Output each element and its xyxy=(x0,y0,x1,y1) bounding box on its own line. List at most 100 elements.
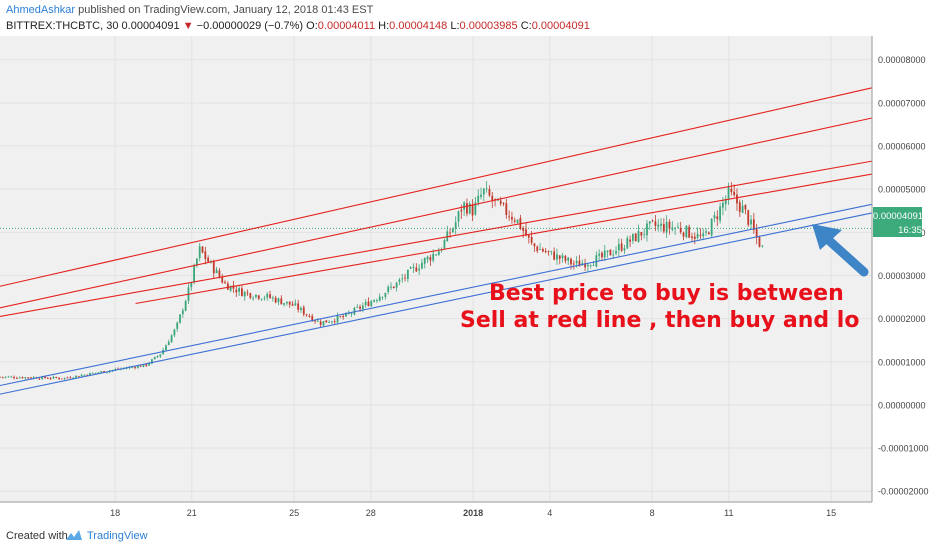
candle-body xyxy=(58,377,60,379)
candle-body xyxy=(547,250,550,252)
red-trend-line[interactable] xyxy=(0,117,873,309)
y-tick-label: -0.00001000 xyxy=(878,444,929,454)
candle-body xyxy=(626,238,629,249)
y-tick-label: 0.00002000 xyxy=(878,314,926,324)
tradingview-logo-icon[interactable] xyxy=(65,529,83,541)
x-gridlines xyxy=(114,36,832,502)
candle-body xyxy=(550,250,553,252)
candle-body xyxy=(733,191,736,196)
candle-body xyxy=(755,228,758,238)
candle-body xyxy=(674,228,676,230)
candle-body xyxy=(601,252,603,258)
candle-body xyxy=(77,376,80,377)
candle-body xyxy=(41,376,44,380)
candle-body xyxy=(0,376,1,378)
candle-body xyxy=(156,356,159,358)
blue-trend-line[interactable] xyxy=(0,203,873,387)
candle-body xyxy=(482,188,485,195)
candle-body xyxy=(38,378,41,380)
candle-body xyxy=(49,378,52,380)
candle-body xyxy=(181,310,184,315)
red-trend-line[interactable] xyxy=(0,87,873,287)
candle-body xyxy=(136,365,139,369)
candle-body xyxy=(15,378,18,379)
candle-body xyxy=(196,258,198,266)
candle-body xyxy=(471,204,474,216)
x-tick-label: 11 xyxy=(724,508,733,518)
candle-body xyxy=(179,314,181,323)
candle-body xyxy=(361,305,364,310)
candle-body xyxy=(730,188,733,192)
price-chart[interactable]: 0.00008000 0.00007000 0.00006000 0.00005000… xyxy=(0,0,932,522)
candle-body xyxy=(758,237,761,247)
candle-body xyxy=(606,250,609,252)
candle-body xyxy=(722,202,724,208)
candle-body xyxy=(623,248,626,251)
candle-body xyxy=(750,219,752,225)
symbol: BITTREX:THCBTC, 30 xyxy=(6,20,119,32)
candle-body xyxy=(381,296,384,298)
candle-body xyxy=(103,371,105,373)
candle-body xyxy=(153,356,156,360)
candle-body xyxy=(274,297,277,303)
low-value: 0.00003985 xyxy=(459,20,518,32)
trend-lines[interactable] xyxy=(0,87,873,395)
footer: Created with TradingView xyxy=(0,522,932,550)
candle-body xyxy=(226,283,229,290)
candle-body xyxy=(398,279,401,282)
candle-body xyxy=(617,244,620,251)
candle-body xyxy=(738,202,741,212)
candle-body xyxy=(221,276,224,283)
price-badge-bg xyxy=(873,207,922,237)
candle-body xyxy=(347,313,350,315)
candle-body xyxy=(142,364,145,367)
candle-body xyxy=(586,264,589,267)
symbol-line: BITTREX:THCBTC, 30 0.00004091 ▼ −0.00000… xyxy=(6,20,590,32)
candle-body xyxy=(319,321,322,325)
blue-trend-line[interactable] xyxy=(0,212,873,395)
candle-body xyxy=(345,313,347,317)
candle-body xyxy=(423,258,426,264)
candle-body xyxy=(392,286,395,288)
candle-body xyxy=(491,195,494,201)
candle-body xyxy=(747,210,750,225)
candle-body xyxy=(308,315,311,317)
candle-body xyxy=(356,307,359,308)
candle-body xyxy=(46,378,49,379)
candle-body xyxy=(255,294,257,298)
publish-info: published on TradingView.com, January 12… xyxy=(75,4,374,16)
candle-body xyxy=(421,262,423,269)
candle-body xyxy=(215,269,218,274)
candle-body xyxy=(558,255,561,259)
candle-body xyxy=(589,265,592,267)
price-axis-background[interactable] xyxy=(872,36,932,522)
red-trend-line[interactable] xyxy=(135,173,873,305)
tradingview-brand[interactable]: TradingView xyxy=(87,530,148,542)
low-label: L: xyxy=(450,20,460,32)
red-trend-line[interactable] xyxy=(0,160,873,318)
candle-body xyxy=(567,257,570,261)
candle-body xyxy=(148,363,150,366)
candle-body xyxy=(634,233,637,242)
candle-body xyxy=(63,377,66,379)
time-axis-background[interactable] xyxy=(0,502,872,522)
candle-body xyxy=(10,376,13,378)
candle-body xyxy=(463,202,466,210)
author-link[interactable]: AhmedAshkar xyxy=(6,4,76,16)
candle-body xyxy=(713,215,716,219)
candle-body xyxy=(263,297,266,299)
candle-body xyxy=(333,321,336,323)
candle-body xyxy=(235,289,238,293)
candle-body xyxy=(553,251,556,260)
open-value: 0.00004011 xyxy=(317,20,376,32)
candle-body xyxy=(7,376,10,378)
candle-body xyxy=(688,226,691,238)
candle-body xyxy=(373,300,376,302)
candle-body xyxy=(91,372,94,374)
candle-body xyxy=(218,270,221,277)
candle-body xyxy=(387,286,390,292)
candle-body xyxy=(516,219,519,223)
candle-body xyxy=(314,320,316,322)
candle-body xyxy=(598,253,601,256)
candle-body xyxy=(30,377,32,379)
